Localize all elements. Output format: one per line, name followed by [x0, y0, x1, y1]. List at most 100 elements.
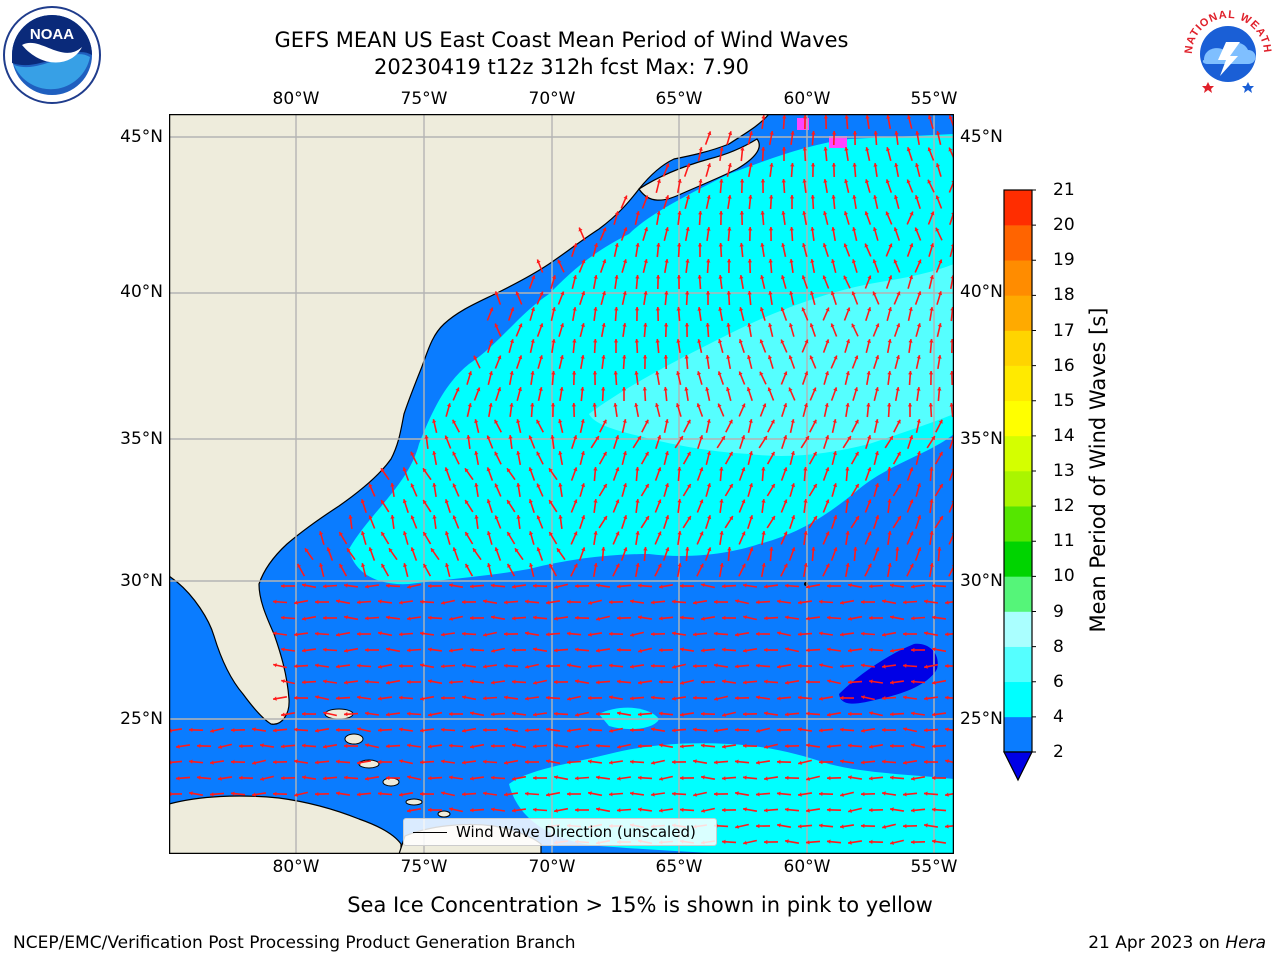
wave-direction-arrow: [727, 546, 732, 562]
wave-direction-arrow: [587, 695, 603, 701]
wave-direction-arrow: [809, 323, 817, 337]
wave-direction-arrow: [365, 647, 379, 653]
wave-direction-arrow: [516, 386, 522, 402]
wave-direction-arrow: [911, 743, 925, 749]
wave-direction-arrow: [608, 631, 624, 636]
wave-direction-arrow: [697, 339, 703, 353]
wave-direction-arrow: [452, 515, 460, 529]
land-north-america: [169, 114, 770, 725]
wave-direction-arrow: [885, 179, 893, 193]
wave-direction-arrow: [380, 563, 390, 577]
wave-direction-arrow: [700, 680, 716, 685]
colorbar-bin: [1004, 506, 1032, 542]
wave-direction-arrow: [592, 274, 598, 290]
wave-direction-arrow: [617, 743, 631, 749]
wave-direction-arrow: [469, 711, 485, 717]
wave-direction-arrow: [511, 743, 527, 749]
colorbar-bin: [1004, 295, 1032, 331]
wave-direction-arrow: [629, 727, 645, 733]
wave-direction-arrow: [230, 728, 246, 733]
wave-direction-arrow: [532, 615, 548, 620]
wave-direction-arrow: [696, 563, 704, 577]
wave-direction-arrow: [676, 338, 681, 354]
wave-direction-arrow: [767, 419, 775, 433]
wave-direction-arrow: [936, 131, 942, 145]
wave-direction-arrow: [801, 275, 809, 289]
wave-direction-arrow: [781, 403, 788, 417]
wave-direction-arrow: [634, 562, 640, 578]
wave-direction-arrow: [935, 227, 943, 241]
wave-direction-arrow: [461, 663, 477, 668]
wave-direction-arrow: [889, 743, 905, 749]
wave-direction-arrow: [575, 807, 589, 813]
wave-direction-arrow: [662, 163, 670, 177]
wave-direction-arrow: [767, 387, 775, 401]
wave-direction-arrow: [410, 483, 418, 497]
wave-direction-arrow: [571, 402, 576, 418]
wave-direction-arrow: [721, 679, 737, 684]
wave-direction-arrow: [260, 775, 274, 781]
wave-direction-arrow: [574, 584, 590, 589]
wave-direction-arrow: [511, 711, 527, 716]
wave-direction-arrow: [822, 467, 830, 481]
colorbar-bin: [1004, 225, 1032, 261]
wave-direction-arrow: [851, 323, 859, 337]
wave-direction-arrow: [890, 839, 904, 845]
wave-direction-arrow: [466, 371, 473, 385]
wave-direction-arrow: [557, 259, 565, 273]
wave-direction-arrow: [452, 387, 460, 401]
wave-direction-arrow: [721, 839, 737, 844]
wave-direction-arrow: [914, 259, 922, 273]
wave-direction-arrow: [889, 583, 905, 588]
noaa-logo: NOAA: [2, 5, 102, 105]
wave-direction-arrow: [742, 680, 758, 685]
wave-direction-arrow: [469, 808, 485, 813]
wave-direction-arrow: [839, 664, 855, 669]
wave-direction-arrow: [432, 450, 438, 466]
wave-direction-arrow: [684, 194, 690, 210]
wave-direction-arrow: [558, 355, 564, 369]
lat-label-left-25n: 25°N: [120, 709, 163, 729]
wave-direction-arrow: [929, 306, 934, 322]
wave-direction-arrow: [553, 711, 569, 716]
wave-direction-arrow: [574, 679, 590, 684]
wave-direction-arrow: [713, 791, 729, 797]
wave-direction-arrow: [578, 259, 586, 273]
wave-direction-arrow: [579, 515, 586, 529]
wave-direction-arrow: [548, 531, 558, 545]
wave-direction-arrow: [832, 130, 837, 146]
wave-direction-arrow: [272, 696, 288, 701]
wave-direction-arrow: [175, 776, 191, 781]
wave-direction-arrow: [335, 727, 351, 733]
wave-direction-arrow: [323, 711, 337, 717]
wave-direction-arrow: [742, 807, 758, 812]
wave-direction-arrow: [188, 759, 204, 764]
wave-direction-arrow: [474, 450, 480, 466]
wave-direction-arrow: [635, 498, 640, 514]
wave-direction-arrow: [802, 210, 808, 226]
wave-direction-arrow: [377, 631, 393, 637]
wave-direction-arrow: [864, 563, 872, 577]
wave-direction-arrow: [755, 631, 771, 637]
wave-direction-arrow: [536, 451, 544, 465]
wave-direction-arrow: [634, 370, 639, 386]
wave-direction-arrow: [444, 531, 451, 545]
wave-direction-arrow: [692, 600, 708, 605]
colorbar-tick-label: 10: [1053, 566, 1075, 587]
wave-direction-arrow: [503, 663, 519, 668]
wave-direction-arrow: [886, 114, 892, 130]
wave-direction-arrow: [848, 807, 862, 813]
wave-direction-arrow: [461, 599, 477, 605]
wave-direction-arrow: [280, 615, 296, 620]
wave-direction-arrow: [592, 370, 598, 386]
wave-direction-arrow: [637, 743, 653, 749]
wave-direction-arrow: [944, 792, 954, 797]
wave-direction-arrow: [322, 776, 338, 781]
chart-subtitle: 20230419 t12z 312h fcst Max: 7.90: [374, 55, 749, 79]
wave-direction-arrow: [915, 323, 922, 337]
wave-direction-arrow: [823, 211, 829, 225]
wave-direction-arrow: [756, 727, 770, 733]
wave-direction-arrow: [608, 792, 624, 797]
wave-direction-arrow: [528, 499, 535, 513]
wave-direction-arrow: [572, 370, 577, 386]
